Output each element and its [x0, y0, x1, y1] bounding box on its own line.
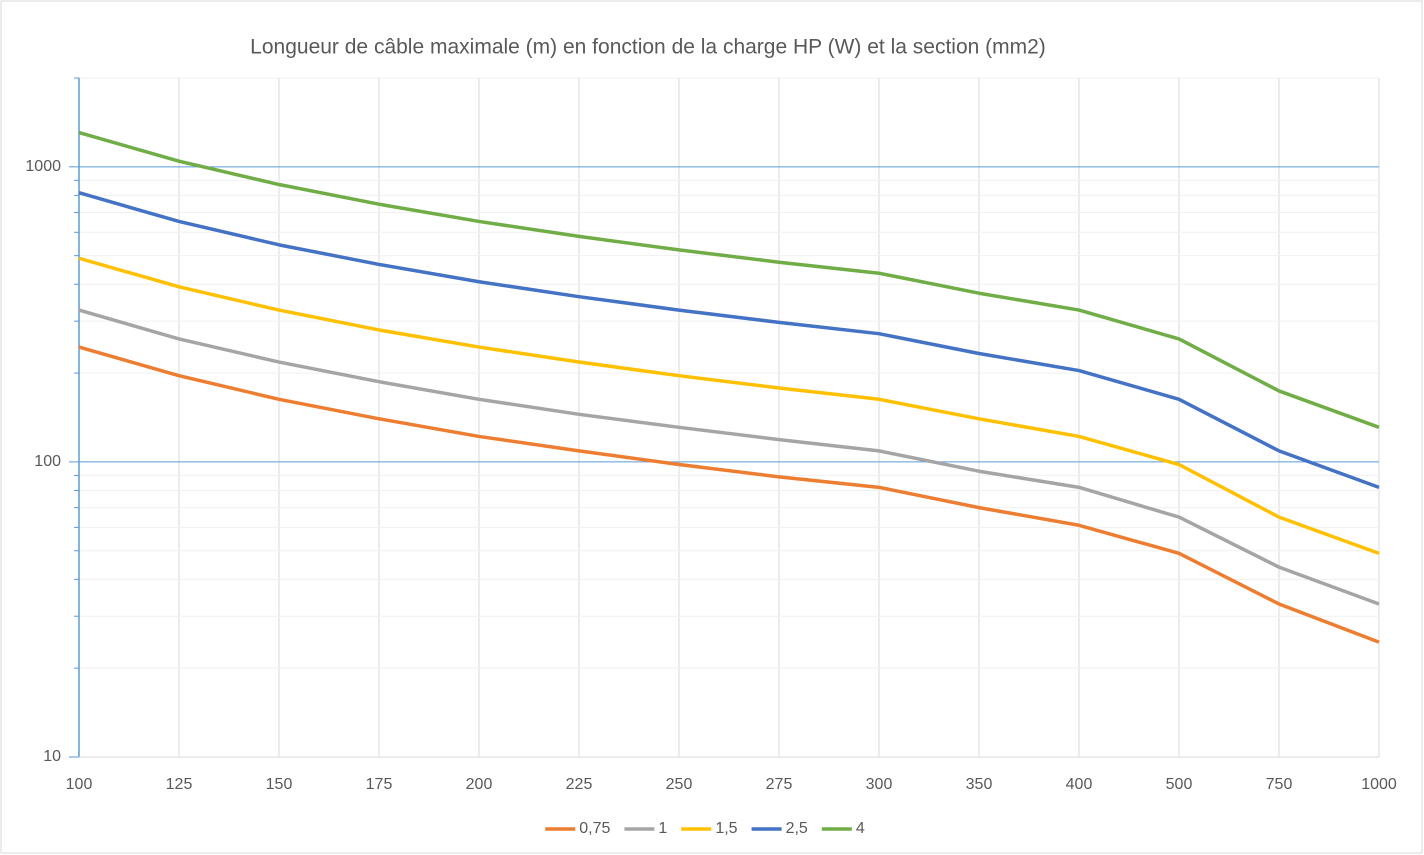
x-tick-label: 300: [866, 776, 893, 793]
x-tick-label: 750: [1266, 776, 1293, 793]
legend-label: 1: [658, 820, 667, 837]
legend-label: 4: [856, 820, 865, 837]
x-tick-label: 200: [466, 776, 493, 793]
x-tick-label: 175: [366, 776, 393, 793]
y-tick-label: 1000: [25, 158, 61, 175]
x-tick-label: 350: [966, 776, 993, 793]
series-line: [78, 345, 1380, 644]
x-tick-label: 250: [666, 776, 693, 793]
x-tick-label: 400: [1066, 776, 1093, 793]
series-line: [78, 130, 1380, 429]
y-tick-label: 10: [43, 748, 61, 765]
legend-label: 1,5: [715, 820, 737, 837]
chart-title: Longueur de câble maximale (m) en foncti…: [250, 36, 1046, 59]
x-tick-label: 150: [266, 776, 293, 793]
x-tick-label: 100: [66, 776, 93, 793]
series-line: [78, 308, 1380, 606]
x-tick-label: 225: [566, 776, 593, 793]
series-line: [78, 256, 1380, 555]
x-tick-label: 125: [166, 776, 193, 793]
legend-label: 2,5: [786, 820, 808, 837]
legend-label: 0,75: [579, 820, 610, 837]
x-tick-label: 500: [1166, 776, 1193, 793]
y-tick-label: 100: [34, 453, 61, 470]
x-tick-label: 275: [766, 776, 793, 793]
series-line: [78, 191, 1380, 489]
x-tick-label: 1000: [1361, 776, 1397, 793]
